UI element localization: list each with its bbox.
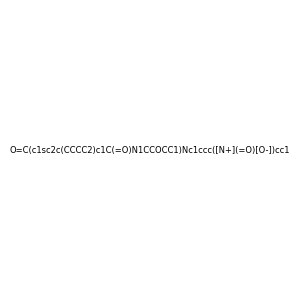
- Text: O=C(c1sc2c(CCCC2)c1C(=O)N1CCOCC1)Nc1ccc([N+](=O)[O-])cc1: O=C(c1sc2c(CCCC2)c1C(=O)N1CCOCC1)Nc1ccc(…: [10, 146, 290, 154]
